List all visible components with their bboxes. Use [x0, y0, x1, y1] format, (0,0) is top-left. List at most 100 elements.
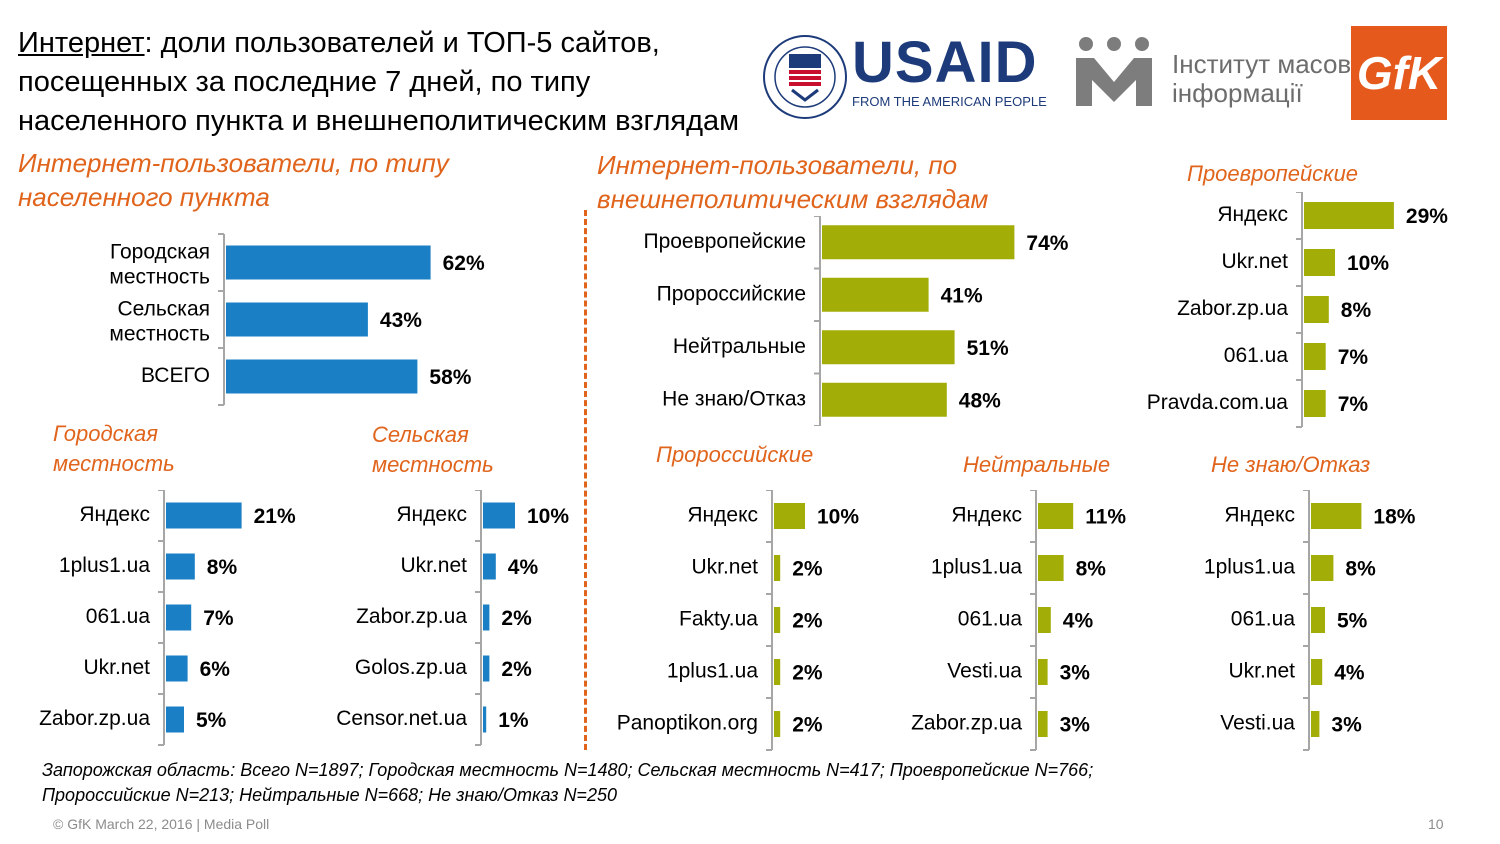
- value-label: 8%: [207, 556, 238, 579]
- value-label: 43%: [380, 309, 422, 332]
- category-label: Censor.net.ua: [336, 707, 467, 730]
- bar: [1304, 249, 1335, 276]
- title-line3: населенного пункта и внешнеполитическим …: [18, 105, 740, 137]
- chart-foreign: Проевропейские 74% Пророссийские 41% Нейтрал…: [643, 216, 1069, 426]
- bar: [822, 225, 1015, 260]
- category-label: Проевропейские: [643, 230, 806, 253]
- imi-logo-text: Інститут масової інформації: [1172, 50, 1373, 108]
- heading-rural: Сельская местность: [372, 420, 494, 480]
- chart-pro-eu: Яндекс 29% Ukr.net 10% Zabor.zp.ua 8% 061.ua 7%…: [1147, 192, 1448, 428]
- value-label: 74%: [1026, 232, 1068, 255]
- value-label: 7%: [1338, 393, 1369, 416]
- value-label: 7%: [1338, 346, 1369, 369]
- section-divider: [584, 210, 587, 750]
- chart-rural: Яндекс 10% Ukr.net 4% Zabor.zp.ua 2% Golos.zp.…: [336, 490, 569, 746]
- value-label: 3%: [1331, 714, 1362, 737]
- usaid-tagline: FROM THE AMERICAN PEOPLE: [852, 94, 1047, 109]
- value-label: 8%: [1076, 558, 1107, 581]
- category-label: Пророссийские: [657, 282, 806, 305]
- heading-foreign-line1: Интернет-пользователи, по: [597, 150, 958, 180]
- value-label: 48%: [959, 389, 1001, 412]
- chart-neutral: Яндекс 11% 1plus1.ua 8% 061.ua 4% Vesti.ua 3% Za…: [911, 490, 1126, 751]
- category-label: Zabor.zp.ua: [356, 605, 467, 628]
- category-label: Нейтральные: [673, 335, 806, 358]
- value-label: 3%: [1060, 662, 1091, 685]
- heading-rural-line2: местность: [372, 452, 494, 477]
- category-label: Panoptikon.org: [617, 712, 758, 735]
- bar: [226, 245, 431, 280]
- category-label: Fakty.ua: [679, 608, 758, 631]
- title-line1-rest: : доли пользователей и ТОП-5 сайтов,: [144, 27, 660, 59]
- value-label: 4%: [1063, 610, 1094, 633]
- category-label: ВСЕГО: [141, 364, 210, 387]
- category-label: Zabor.zp.ua: [39, 707, 150, 730]
- heading-settlement-line2: населенного пункта: [18, 182, 270, 212]
- bar: [483, 553, 496, 580]
- chart-settlement: Городская местность 62% Сельская местность 43…: [109, 233, 485, 406]
- imi-line2: інформації: [1172, 78, 1303, 108]
- page-title: Интернет: доли пользователей и ТОП-5 сай…: [18, 24, 778, 141]
- bar: [774, 607, 781, 633]
- value-label: 10%: [817, 506, 859, 529]
- category-label: Ukr.net: [83, 656, 150, 679]
- bar: [822, 277, 929, 312]
- chart-pro-ru: Яндекс 10% Ukr.net 2% Fakty.ua 2% 1plus1.ua 2% P…: [617, 490, 859, 751]
- category-label: Яндекс: [1224, 504, 1295, 527]
- bar: [226, 302, 368, 337]
- usaid-name: USAID: [852, 30, 1038, 95]
- value-label: 21%: [254, 505, 296, 528]
- value-label: 2%: [792, 558, 823, 581]
- category-label: Pravda.com.ua: [1147, 391, 1289, 414]
- bar: [1304, 390, 1326, 417]
- value-label: 10%: [527, 505, 569, 528]
- bar: [1304, 296, 1329, 323]
- bar: [483, 655, 490, 682]
- chart-urban: Яндекс 21% 1plus1.ua 8% 061.ua 7% Ukr.net 6% Zab…: [39, 490, 296, 746]
- category-label: Ukr.net: [400, 554, 467, 577]
- value-label: 29%: [1406, 205, 1448, 228]
- category-label: Ukr.net: [1228, 660, 1295, 683]
- value-label: 2%: [792, 610, 823, 633]
- bar: [774, 503, 805, 529]
- value-label: 8%: [1345, 558, 1376, 581]
- category-label: Vesti.ua: [947, 660, 1022, 683]
- page-number: 10: [1428, 816, 1444, 832]
- heading-settlement: Интернет-пользователи, по типу населенно…: [18, 146, 449, 214]
- category-label: Vesti.ua: [1220, 712, 1295, 735]
- value-label: 3%: [1060, 714, 1091, 737]
- value-label: 5%: [196, 709, 227, 732]
- heading-settlement-line1: Интернет-пользователи, по типу: [18, 148, 449, 178]
- bar: [166, 655, 188, 682]
- bar: [1311, 711, 1320, 737]
- footnote-line1: Запорожская область: Всего N=1897; Город…: [42, 760, 1094, 780]
- value-label: 2%: [501, 658, 532, 681]
- bar: [1311, 659, 1323, 685]
- bar: [774, 711, 781, 737]
- bar: [1038, 503, 1074, 529]
- bar: [1038, 711, 1048, 737]
- category-label: Яндекс: [1217, 203, 1288, 226]
- gfk-name: GfK: [1356, 47, 1442, 99]
- bar: [483, 502, 515, 529]
- bar: [1304, 202, 1394, 229]
- gfk-logo: GfK: [1351, 26, 1447, 120]
- value-label: 8%: [1341, 299, 1372, 322]
- category-label: Яндекс: [396, 503, 467, 526]
- heading-urban: Городская местность: [53, 419, 175, 479]
- usaid-logo: USAID FROM THE AMERICAN PEOPLE: [852, 30, 1052, 110]
- category-label: 1plus1.ua: [1204, 556, 1295, 579]
- value-label: 5%: [1337, 610, 1368, 633]
- category-label: 061.ua: [1224, 344, 1289, 367]
- bar: [774, 555, 781, 581]
- heading-neutral: Нейтральные: [963, 452, 1111, 477]
- category-label: 061.ua: [958, 608, 1023, 631]
- category-label: Ukr.net: [1221, 250, 1288, 273]
- footnote-line2: Пророссийские N=213; Нейтральные N=668; …: [42, 785, 617, 805]
- category-label: Городская местность: [109, 240, 210, 288]
- bar: [483, 604, 490, 631]
- title-lead: Интернет: [18, 27, 145, 59]
- category-label: Ukr.net: [691, 556, 758, 579]
- bar: [774, 659, 781, 685]
- heading-rural-line1: Сельская: [372, 422, 469, 447]
- value-label: 18%: [1373, 506, 1415, 529]
